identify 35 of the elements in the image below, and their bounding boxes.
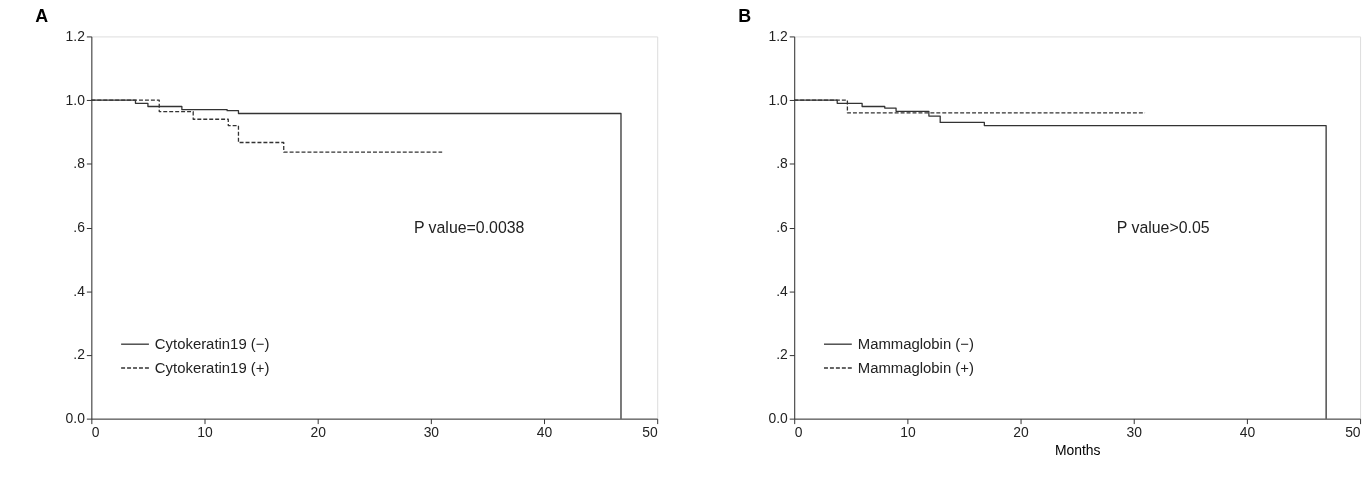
chart-title: A	[35, 5, 49, 26]
y-tick-label: 1.2	[768, 27, 789, 44]
x-tick-label: 10	[900, 424, 916, 441]
annotation: P value>0.05	[1116, 218, 1210, 236]
x-tick-label: 10	[197, 424, 213, 441]
x-tick-label: 50	[1345, 424, 1361, 441]
y-tick-label: .2	[776, 346, 789, 363]
y-tick-label: .8	[776, 155, 789, 172]
x-tick-label: 50	[642, 424, 658, 441]
y-tick-label: 0.0	[65, 410, 86, 427]
y-tick-label: .4	[73, 282, 86, 299]
y-tick-label: .4	[776, 282, 789, 299]
x-tick-label: 0	[91, 424, 100, 441]
y-tick-label: .2	[73, 346, 86, 363]
x-axis-title: Months	[1054, 441, 1101, 458]
x-tick-label: 20	[310, 424, 327, 441]
legend-label: Mammaglobin (−)	[857, 336, 974, 353]
x-tick-label: 20	[1013, 424, 1030, 441]
x-tick-label: 40	[536, 424, 553, 441]
y-tick-label: 1.0	[768, 91, 789, 108]
y-tick-label: .8	[73, 155, 86, 172]
legend-label: Cytokeratin19 (+)	[154, 359, 270, 376]
y-tick-label: 1.0	[65, 91, 86, 108]
x-tick-label: 30	[423, 424, 440, 441]
annotation: P value=0.0038	[413, 218, 525, 236]
legend-label: Cytokeratin19 (−)	[154, 336, 270, 353]
chart-title: B	[738, 5, 752, 26]
y-tick-label: 0.0	[768, 410, 789, 427]
y-tick-label: .6	[73, 219, 86, 235]
y-tick-label: .6	[776, 219, 789, 235]
x-tick-label: 30	[1126, 424, 1143, 441]
x-tick-label: 40	[1239, 424, 1256, 441]
y-tick-label: 1.2	[65, 27, 86, 44]
x-tick-label: 0	[794, 424, 803, 441]
legend-label: Mammaglobin (+)	[857, 359, 974, 376]
